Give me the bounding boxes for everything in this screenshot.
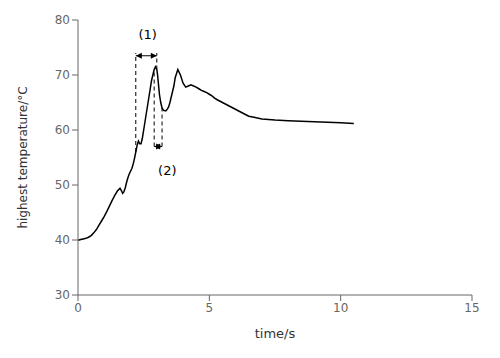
svg-text:15: 15 bbox=[464, 301, 479, 315]
svg-text:(1): (1) bbox=[138, 27, 156, 42]
svg-text:highest temperature/°C: highest temperature/°C bbox=[16, 86, 30, 228]
svg-text:80: 80 bbox=[55, 13, 70, 27]
svg-text:60: 60 bbox=[55, 123, 70, 137]
svg-text:5: 5 bbox=[206, 301, 214, 315]
svg-text:time/s: time/s bbox=[255, 326, 296, 341]
svg-text:30: 30 bbox=[55, 288, 70, 302]
svg-text:10: 10 bbox=[333, 301, 348, 315]
svg-text:50: 50 bbox=[55, 178, 70, 192]
svg-text:0: 0 bbox=[74, 301, 82, 315]
svg-text:(2): (2) bbox=[158, 163, 176, 178]
svg-text:70: 70 bbox=[55, 68, 70, 82]
svg-text:40: 40 bbox=[55, 233, 70, 247]
